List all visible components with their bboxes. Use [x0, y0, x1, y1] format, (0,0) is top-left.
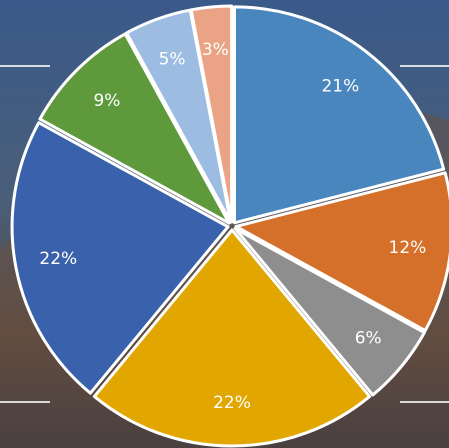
data-label: 22%: [213, 393, 251, 413]
chart: 21% 12% 6% 22% 22% 9% 5% 3%: [0, 0, 449, 448]
data-label: 22%: [39, 249, 77, 269]
data-label: 3%: [202, 40, 229, 60]
data-label: 6%: [355, 329, 382, 349]
data-label: 12%: [389, 238, 427, 258]
data-label: 5%: [159, 50, 186, 70]
data-label: 9%: [93, 91, 120, 111]
data-label: 21%: [321, 76, 359, 96]
